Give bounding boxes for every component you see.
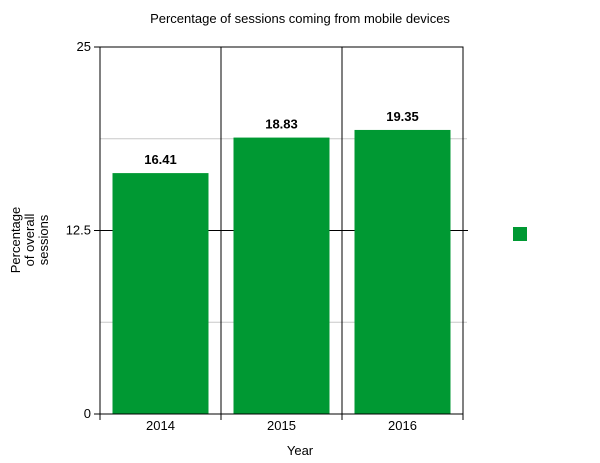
y-axis-label: Percentageof overallsessions [8,207,51,274]
bars [112,129,451,414]
x-axis-label: Year [287,443,314,458]
x-axis-ticks: 2014 2015 2016 [146,418,417,433]
data-labels: 16.41 18.83 19.35 [144,109,419,167]
chart-title: Percentage of sessions coming from mobil… [150,11,450,26]
y-axis-label-line: sessions [36,214,51,265]
bar-2014 [112,173,209,414]
data-label-2014: 16.41 [144,152,177,167]
bar-2015 [233,137,330,414]
y-tick-label: 12.5 [66,223,91,238]
y-axis-label-line: of overall [22,214,37,267]
x-tick-label-2016: 2016 [388,418,417,433]
y-tick-label: 25 [77,39,91,54]
data-label-2016: 19.35 [386,109,419,124]
y-axis-ticks: 0 12.5 25 [66,39,100,421]
data-label-2015: 18.83 [265,117,298,132]
bar-2016 [354,129,451,414]
x-tick-label-2014: 2014 [146,418,175,433]
y-axis-label-line: Percentage [8,207,23,274]
legend-swatch [513,227,527,241]
x-tick-label-2015: 2015 [267,418,296,433]
y-tick-label: 0 [84,406,91,421]
